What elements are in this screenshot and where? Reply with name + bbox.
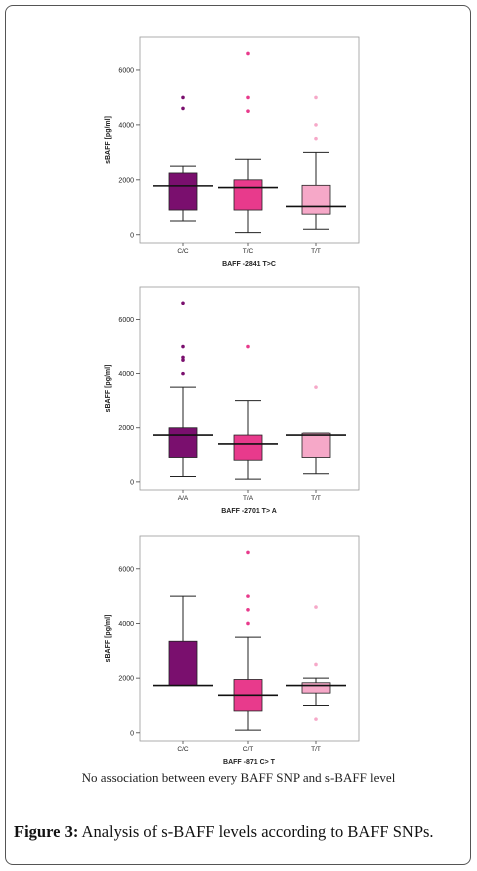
outlier-point: [314, 136, 318, 141]
outlier-point: [246, 109, 250, 113]
outlier-point: [246, 608, 250, 612]
y-tick-label: 6000: [118, 566, 134, 573]
outlier-point: [181, 301, 185, 306]
box-C/C: [168, 172, 198, 211]
y-tick-label: 0: [130, 479, 134, 486]
figure-caption: Figure 3: Analysis of s-BAFF levels acco…: [14, 822, 434, 842]
outlier-point: [314, 123, 318, 127]
y-tick-label: 0: [130, 730, 134, 737]
outlier-point: [314, 605, 318, 609]
outlier-point: [246, 621, 250, 626]
x-tick-label: T/T: [311, 248, 321, 255]
outlier-point: [246, 550, 250, 555]
y-tick-label: 2000: [118, 676, 134, 683]
y-tick-label: 4000: [118, 371, 134, 378]
figure-frame: [5, 5, 471, 865]
y-tick-label: 2000: [118, 177, 134, 184]
y-tick-label: 0: [130, 232, 134, 239]
x-tick-label: A/A: [178, 495, 189, 502]
y-tick-label: 4000: [118, 122, 134, 129]
outlier-point: [181, 355, 185, 360]
x-tick-label: T/C: [243, 248, 254, 255]
y-tick-label: 2000: [118, 425, 134, 432]
caption-label: Figure 3:: [14, 822, 79, 841]
outlier-point: [246, 344, 250, 349]
box-T/A: [233, 434, 263, 461]
outlier-point: [181, 95, 185, 100]
x-tick-label: C/T: [243, 746, 254, 753]
outlier-point: [181, 371, 185, 376]
outlier-point: [314, 385, 318, 389]
outlier-point: [246, 594, 250, 598]
figure-note: No association between every BAFF SNP an…: [81, 770, 396, 785]
x-tick-label: T/T: [311, 495, 321, 502]
caption-text: Analysis of s-BAFF levels according to B…: [78, 822, 434, 841]
outlier-point: [246, 51, 250, 56]
y-tick-label: 4000: [118, 621, 134, 628]
x-tick-label: T/T: [311, 746, 321, 753]
y-tick-label: 6000: [118, 317, 134, 324]
box-T/C: [233, 179, 263, 211]
x-tick-label: T/A: [243, 495, 254, 502]
chart-panel-3: 0 2000 4000 6000 sBAFF [pg/ml] BAFF -871 C> T…: [105, 535, 360, 766]
outlier-point: [314, 717, 318, 721]
outlier-point: [181, 358, 185, 362]
box-T/T: [301, 184, 331, 215]
box-A/A: [168, 427, 198, 458]
y-axis-label: sBAFF [pg/ml]: [105, 365, 112, 413]
x-axis-label: BAFF -2701 T> A: [221, 508, 277, 515]
x-axis-label: BAFF -871 C> T: [223, 759, 276, 766]
outlier-point: [246, 95, 250, 100]
outlier-point: [314, 662, 318, 667]
x-tick-label: C/C: [177, 746, 189, 753]
box-T/T: [301, 432, 331, 458]
y-tick-label: 6000: [118, 67, 134, 74]
outlier-point: [314, 95, 318, 100]
outlier-point: [181, 344, 185, 349]
y-axis-label: sBAFF [pg/ml]: [105, 615, 112, 663]
chart-panel-1: 0 2000 4000 6000 sBAFF [pg/ml] BAFF -2841 T>C…: [105, 36, 360, 268]
x-axis-label: BAFF -2841 T>C: [222, 261, 276, 268]
box-T/T: [301, 682, 331, 694]
x-tick-label: C/C: [177, 248, 189, 255]
y-axis-label: sBAFF [pg/ml]: [105, 116, 112, 164]
chart-panel-2: 0 2000 4000 6000 sBAFF [pg/ml] BAFF -2701 T> …: [105, 286, 360, 515]
outlier-point: [181, 106, 185, 111]
box-C/C: [168, 640, 198, 686]
